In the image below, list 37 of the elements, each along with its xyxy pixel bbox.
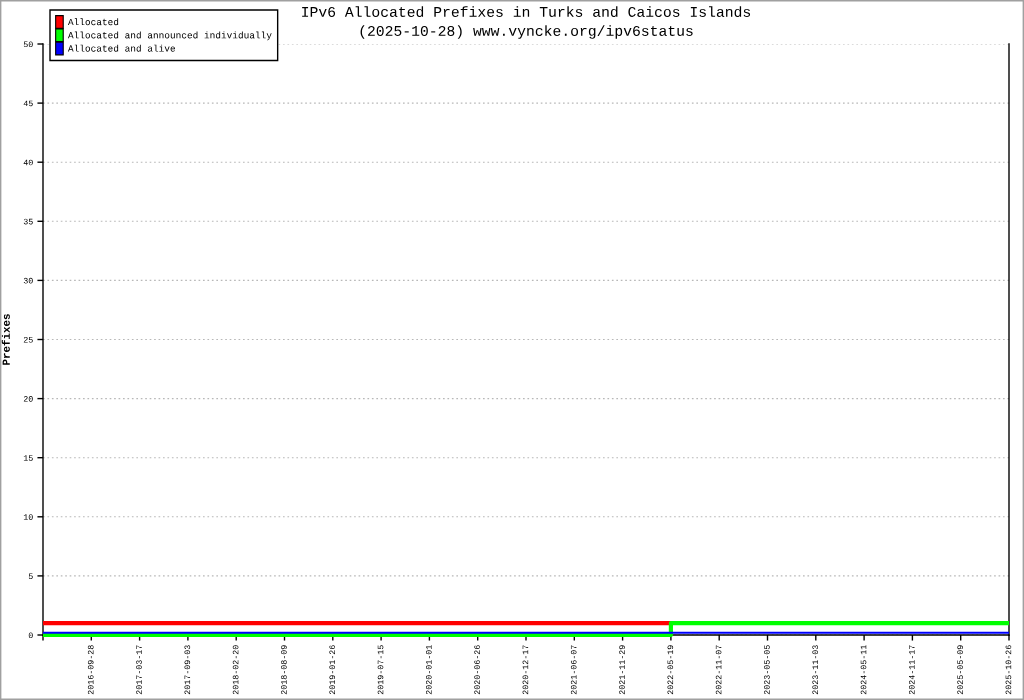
chart-subtitle: (2025-10-28) www.vyncke.org/ipv6status xyxy=(360,25,693,39)
x-tick-label: 2024-11-17 xyxy=(908,645,915,695)
x-tick-label: 2020-12-17 xyxy=(522,645,529,695)
x-tick-label: 2017-09-03 xyxy=(184,645,191,695)
x-tick-label: 2024-05-11 xyxy=(860,645,867,695)
x-tick-label: 2022-11-07 xyxy=(715,645,722,695)
x-tick-label: 2025-10-26 xyxy=(1005,645,1012,695)
y-axis-title: Prefixes xyxy=(1,314,10,365)
y-tick-label: 30 xyxy=(23,277,33,284)
y-tick-label: 15 xyxy=(23,455,33,461)
x-tick-label: 2025-05-09 xyxy=(957,645,963,695)
y-tick-label: 50 xyxy=(23,41,33,48)
x-tick-label: 2023-05-05 xyxy=(764,645,770,695)
x-tick-label: 2018-02-20 xyxy=(232,645,239,695)
y-tick-label: 10 xyxy=(23,514,33,520)
y-tick-label: 5 xyxy=(28,573,33,579)
y-tick-label: 35 xyxy=(23,218,33,225)
x-tick-label: 2020-06-26 xyxy=(474,645,480,695)
x-tick-label: 2023-11-03 xyxy=(812,645,819,695)
y-tick-label: 20 xyxy=(23,396,33,402)
legend-label: Allocated and alive xyxy=(67,44,176,52)
y-tick-label: 40 xyxy=(23,159,33,166)
x-tick-label: 2016-09-28 xyxy=(87,645,94,695)
x-tick-label: 2019-07-15 xyxy=(377,645,384,695)
y-tick-label: 0 xyxy=(28,632,33,639)
x-tick-label: 2022-05-19 xyxy=(667,645,674,695)
x-tick-label: 2021-11-29 xyxy=(619,645,625,695)
y-tick-label: 45 xyxy=(23,100,33,107)
chart-title: IPv6 Allocated Prefixes in Turks and Caicos Islands xyxy=(302,6,751,17)
legend-label: Allocated and announced individually xyxy=(67,31,272,41)
x-tick-label: 2020-01-01 xyxy=(425,645,432,695)
x-tick-label: 2017-03-17 xyxy=(136,645,142,695)
x-tick-label: 2018-08-09 xyxy=(281,645,287,695)
x-tick-label: 2021-06-07 xyxy=(570,645,577,695)
x-tick-label: 2019-01-26 xyxy=(329,645,336,695)
y-tick-label: 25 xyxy=(23,336,33,343)
legend-label: Allocated xyxy=(67,18,119,26)
